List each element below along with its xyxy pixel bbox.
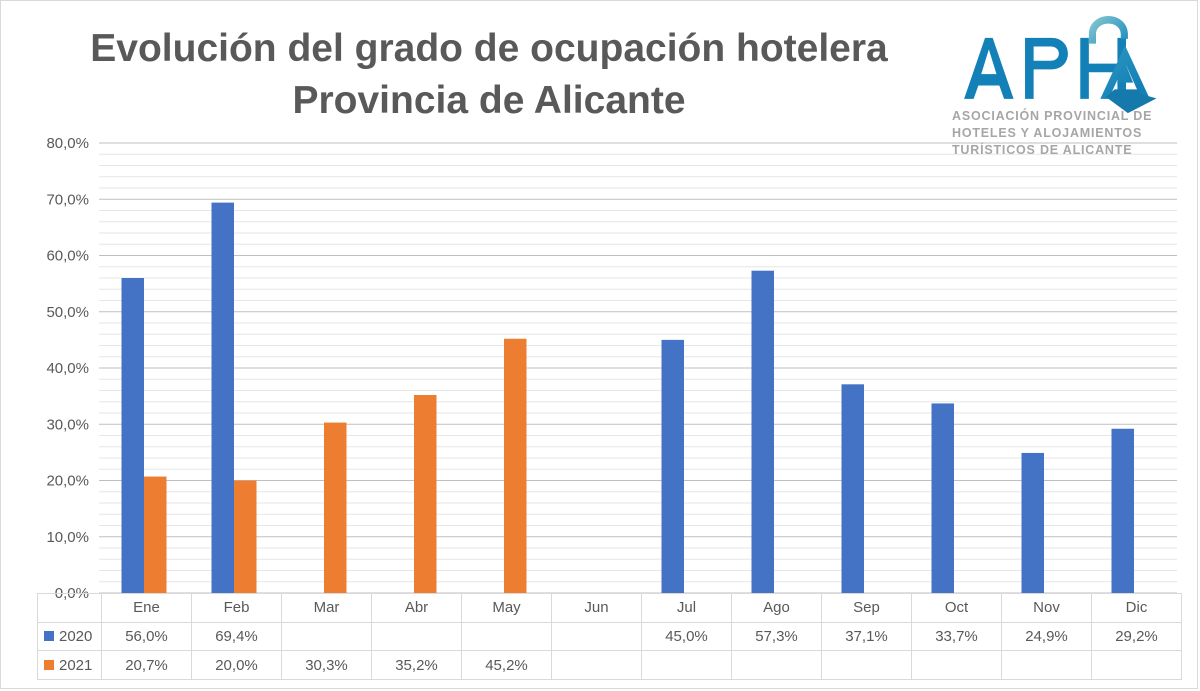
svg-text:60,0%: 60,0% — [46, 248, 89, 265]
svg-text:10,0%: 10,0% — [46, 529, 89, 546]
svg-text:50,0%: 50,0% — [46, 304, 89, 321]
svg-text:30,0%: 30,0% — [46, 416, 89, 433]
svg-text:20,0%: 20,0% — [46, 473, 89, 490]
svg-text:70,0%: 70,0% — [46, 191, 89, 208]
svg-text:80,0%: 80,0% — [46, 135, 89, 152]
svg-text:40,0%: 40,0% — [46, 360, 89, 377]
